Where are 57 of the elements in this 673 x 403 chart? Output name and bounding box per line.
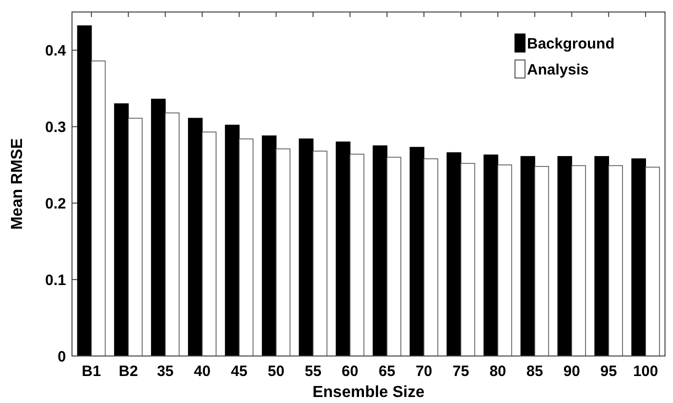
bar [276,148,290,356]
y-tick-label: 0 [58,348,66,366]
bar [608,165,623,356]
bar [238,138,254,356]
bar [484,154,498,356]
legend-label: Background [527,35,615,52]
bar [262,135,277,356]
bar [202,132,216,356]
bar [557,156,572,356]
x-tick-label: 40 [194,363,211,380]
x-tick-label: 80 [489,363,506,380]
bar [312,150,328,356]
x-tick-label: 95 [600,363,617,380]
bar [224,124,240,356]
x-tick-label: 35 [156,363,174,380]
bar [594,156,610,356]
x-tick-label: 85 [526,363,544,380]
x-tick-label: B2 [118,363,138,380]
bar [534,166,550,356]
x-tick-label: 70 [416,363,432,380]
x-tick-label: 90 [563,363,580,380]
bar [151,98,166,356]
bar [446,152,462,356]
x-tick-label: B1 [82,363,101,380]
x-tick-label: 65 [378,363,396,380]
y-axis-title: Mean RMSE [9,138,26,230]
bar [386,156,402,356]
y-tick-label: 0.3 [45,118,66,136]
bar [336,142,350,356]
bar [424,158,438,356]
bar [114,103,129,356]
bar [90,60,106,356]
bar [645,166,660,356]
bar [298,138,314,356]
x-tick-label: 60 [342,363,358,380]
bar [128,118,143,356]
bar [631,158,646,356]
y-tick-label: 0.4 [45,42,67,60]
bar [571,165,586,356]
x-axis-title: Ensemble Size [312,384,425,401]
x-tick-label: 100 [633,363,658,380]
bar [410,146,424,356]
bar [77,25,92,356]
bar [164,112,180,356]
bar [188,118,203,356]
x-tick-label: 55 [304,363,322,380]
bar [460,162,476,356]
x-tick-label: 45 [230,363,248,380]
x-tick-label: 75 [452,363,470,380]
y-tick-label: 0.1 [45,272,66,289]
bar [497,164,512,356]
bar [520,156,536,356]
x-tick-label: 50 [268,363,284,380]
bar [350,154,364,356]
legend-label: Analysis [527,61,589,78]
bar [372,145,388,356]
y-tick-label: 0.2 [45,195,66,212]
